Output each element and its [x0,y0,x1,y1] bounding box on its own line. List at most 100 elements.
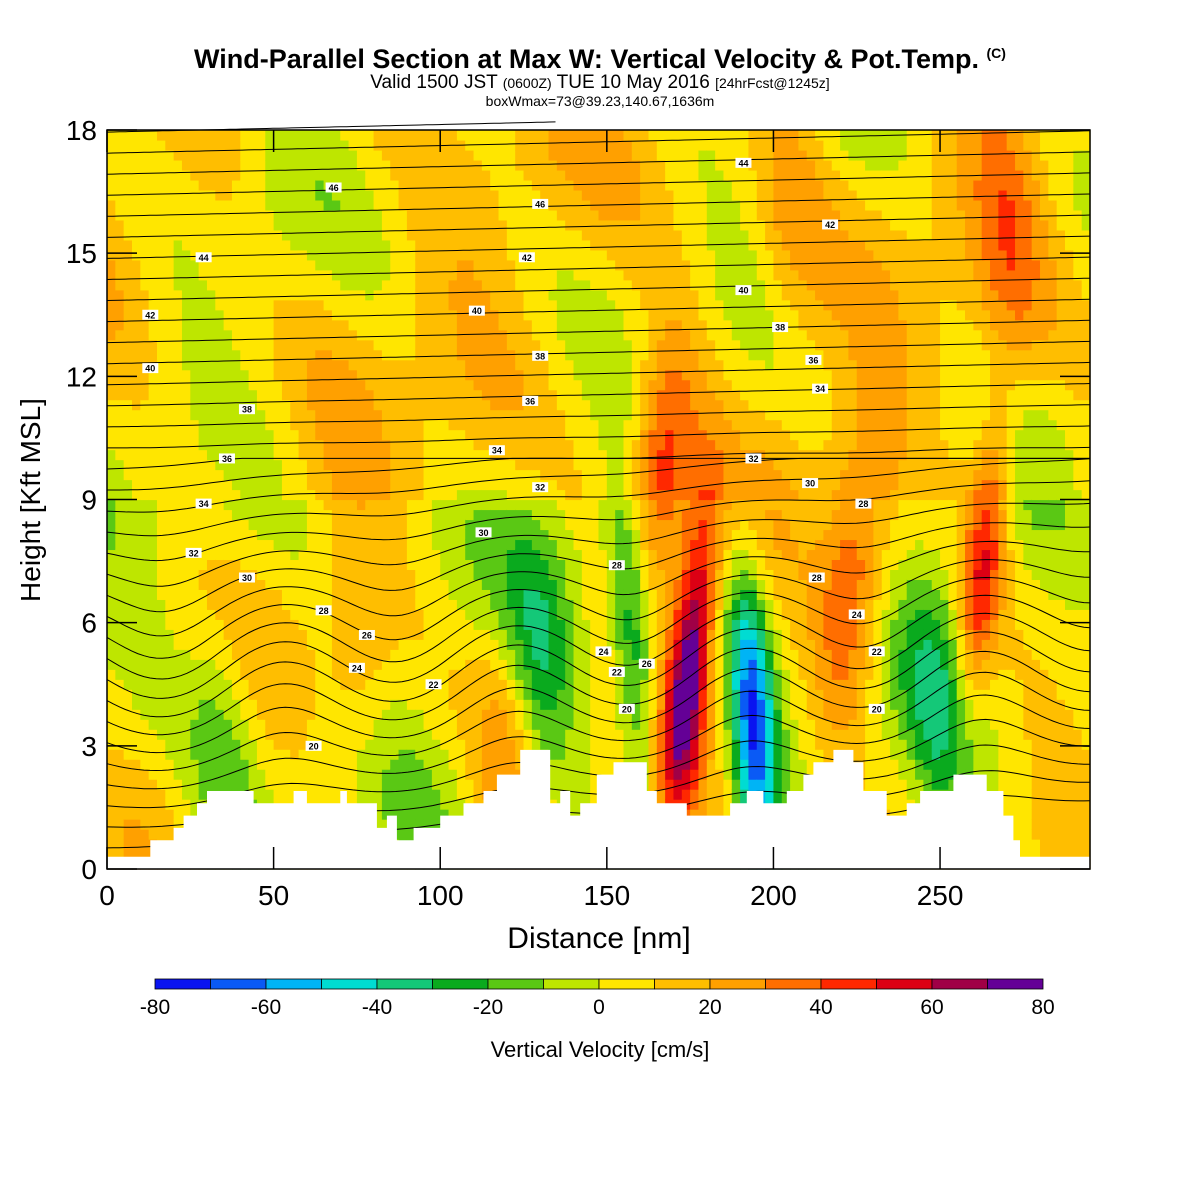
field-cell [273,759,283,770]
field-cell [123,169,133,181]
field-cell [273,339,283,351]
field-cell [390,659,400,670]
field-cell [548,289,558,301]
field-cell [340,419,350,431]
field-cell [565,619,575,630]
field-cell [398,649,408,660]
field-cell [490,209,500,221]
field-cell [140,529,150,541]
field-cell [148,759,158,770]
field-cell [456,189,466,201]
field-cell [606,319,616,331]
field-cell [206,649,216,660]
field-cell [173,469,183,481]
field-cell [498,319,508,331]
field-cell [198,149,208,161]
field-cell [223,369,233,381]
field-cell [298,629,308,640]
field-cell [398,579,408,590]
field-cell [498,409,508,421]
field-cell [456,539,466,551]
field-cell [415,599,425,610]
field-cell [598,659,608,670]
field-cell [531,389,541,401]
field-cell [107,130,116,141]
field-cell [331,259,341,271]
field-cell [256,789,266,800]
field-cell [648,629,658,640]
field-cell [390,519,400,531]
field-cell [623,499,633,511]
field-cell [490,179,500,191]
field-cell [548,679,558,690]
field-cell [123,159,133,171]
field-cell [431,399,441,411]
field-cell [431,599,441,610]
field-cell [556,349,566,361]
field-cell [565,369,575,381]
field-cell [490,359,500,371]
field-cell [348,609,358,620]
field-cell [406,229,416,241]
field-cell [448,459,458,471]
field-cell [398,739,408,750]
field-cell [640,209,650,221]
field-cell [473,429,483,441]
field-cell [140,479,150,491]
field-cell [431,159,441,171]
field-cell [190,139,200,151]
field-cell [590,739,600,750]
field-cell [473,169,483,181]
field-cell [598,549,608,561]
field-cell [615,579,625,590]
field-cell [648,729,658,740]
field-cell [148,299,158,311]
field-cell [548,739,558,750]
field-cell [431,269,441,281]
field-cell [356,329,366,341]
field-cell [648,649,658,660]
field-cell [573,249,583,261]
field-cell [448,619,458,630]
field-cell [115,289,125,301]
field-cell [406,279,416,291]
field-cell [348,779,358,790]
field-cell [340,699,350,710]
field-cell [165,289,175,301]
field-cell [448,599,458,610]
field-cell [506,589,516,600]
field-cell [306,439,316,451]
field-cell [490,369,500,381]
chart-subtitle: boxWmax=73@39.23,140.67,1636m [485,93,715,109]
field-cell [323,479,333,491]
field-cell [540,149,550,161]
field-cell [606,130,616,141]
field-cell [531,489,541,501]
field-cell [348,499,358,511]
field-cell [490,599,500,610]
field-cell [231,479,241,491]
field-cell [506,439,516,451]
field-cell [148,699,158,710]
field-cell [198,549,208,561]
field-cell [131,459,141,471]
field-cell [165,309,175,321]
field-cell [523,669,533,680]
field-cell [581,439,591,451]
field-cell [298,669,308,680]
field-cell [173,299,183,311]
field-cell [590,669,600,680]
field-cell [123,249,133,261]
field-cell [565,769,575,780]
field-cell [140,589,150,600]
field-cell [390,689,400,700]
field-cell [640,509,650,521]
field-cell [490,469,500,481]
field-cell [256,319,266,331]
field-cell [548,249,558,261]
field-cell [506,179,516,191]
field-cell [156,799,166,810]
field-cell [481,769,491,780]
field-cell [390,130,400,141]
field-cell [281,239,291,251]
